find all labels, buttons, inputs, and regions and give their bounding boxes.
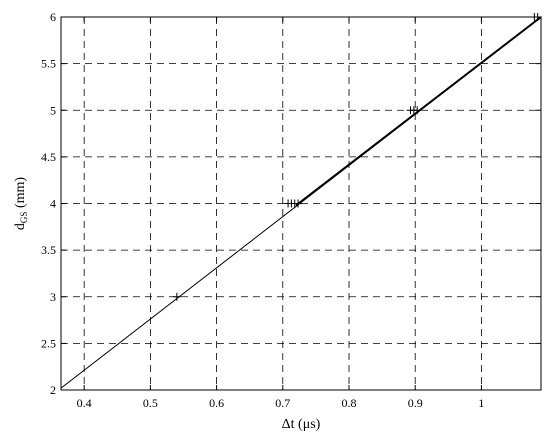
y-tick-label: 5.5 — [41, 57, 56, 71]
y-tick-label: 5 — [50, 103, 56, 117]
x-tick-label: 1 — [478, 396, 484, 410]
x-axis-label: Δt (μs) — [282, 417, 321, 432]
x-tick-label: 0.4 — [77, 396, 92, 410]
y-axis-label: dGS (mm) — [13, 177, 29, 230]
y-tick-label: 3.5 — [41, 243, 56, 257]
y-axis-label-sub: GS — [19, 212, 29, 224]
data-point-marker — [172, 292, 181, 301]
y-tick-label: 4 — [50, 197, 56, 211]
y-tick-label: 4.5 — [41, 150, 56, 164]
y-axis-label-main: d — [13, 223, 28, 230]
y-tick-label: 2.5 — [41, 336, 56, 350]
label-layer: 0.4 0.5 0.6 0.7 0.8 0.9 1 2 2.5 3 3.5 4 4.5 5 5.5 6 — [41, 10, 484, 410]
y-axis-label-unit: (mm) — [13, 177, 28, 212]
fit-line-bold-segment — [295, 16, 542, 207]
x-tick-label: 0.6 — [209, 396, 224, 410]
data-point-marker — [413, 106, 422, 115]
data-point-marker — [294, 199, 303, 208]
series-layer — [60, 13, 542, 389]
y-tick-label: 2 — [50, 383, 56, 397]
tick-layer — [61, 16, 541, 391]
y-tick-label: 3 — [50, 290, 56, 304]
y-tick-label: 6 — [50, 10, 56, 24]
x-tick-label: 0.5 — [143, 396, 158, 410]
x-tick-label: 0.8 — [342, 396, 357, 410]
x-tick-label: 0.9 — [408, 396, 423, 410]
x-tick-label: 0.7 — [275, 396, 290, 410]
